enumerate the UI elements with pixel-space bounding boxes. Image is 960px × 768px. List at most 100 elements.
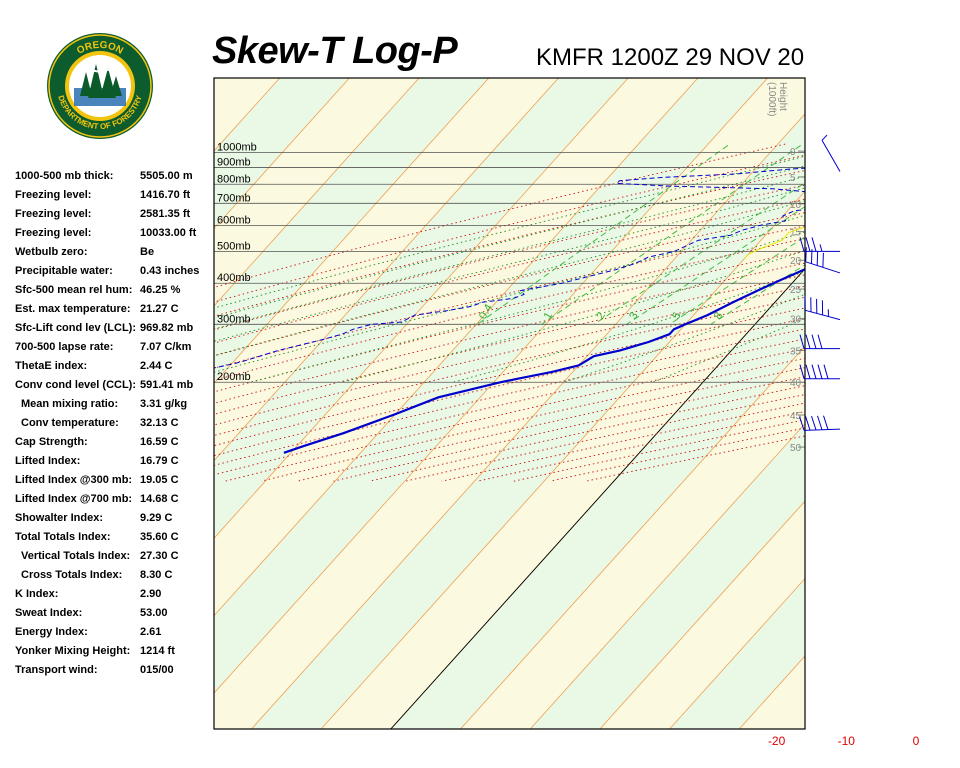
stat-value: 32.13 C	[140, 417, 179, 429]
mixing-ratio-label: 5	[670, 310, 683, 321]
stat-label: Vertical Totals Index:	[21, 550, 131, 562]
stat-label: Conv cond level (CCL):	[15, 379, 137, 391]
stat-label: Lifted Index:	[15, 455, 81, 467]
stat-label: Total Totals Index:	[15, 531, 111, 543]
pressure-label: 700mb	[217, 192, 251, 204]
stat-label: Energy Index:	[15, 626, 88, 638]
wind-barb	[821, 134, 841, 172]
moist-adiabats	[214, 155, 805, 383]
stat-value: 969.82 mb	[140, 322, 194, 334]
stat-value: 21.27 C	[140, 303, 179, 315]
mixing-ratio-line	[669, 236, 805, 325]
temperature-band	[0, 58, 228, 749]
mixing-ratio-line	[626, 206, 805, 325]
stat-value: 5505.00 m	[140, 170, 193, 182]
height-label: 20	[790, 256, 802, 267]
x-axis: -20-1001020304050	[768, 734, 920, 748]
temperature-profile	[283, 268, 805, 454]
stat-row: Freezing level: 10033.00 ft	[15, 224, 215, 243]
stat-row: ThetaE index: 2.44 C	[15, 357, 215, 376]
x-tick-label: 0	[913, 734, 920, 748]
stat-row: Conv temperature: 32.13 C	[15, 414, 215, 433]
mixing-ratio-line	[593, 182, 805, 325]
mixing-ratio-label: 3	[627, 310, 640, 321]
stat-value: 14.68 C	[140, 493, 179, 505]
isotherm	[214, 78, 560, 462]
stat-value: 27.30 C	[140, 550, 179, 562]
pressure-label: 500mb	[217, 240, 251, 252]
moist-adiabat	[214, 175, 805, 330]
wind-barb	[804, 295, 841, 321]
parcel-profile	[744, 226, 805, 260]
mixing-ratio-label: 2	[594, 310, 607, 321]
stat-label: Cap Strength:	[15, 436, 88, 448]
stat-row: 700-500 lapse rate: 7.07 C/km	[15, 338, 215, 357]
stat-label: 700-500 lapse rate:	[15, 341, 114, 353]
stat-label: Sfc-500 mean rel hum:	[15, 284, 133, 296]
stat-value: 2581.35 ft	[140, 208, 191, 220]
stat-row: Sweat Index: 53.00	[15, 604, 215, 623]
mixing-ratio-line	[477, 145, 729, 325]
pressure-label: 900mb	[217, 156, 251, 168]
height-label: 0	[790, 147, 796, 158]
stat-row: Energy Index: 2.61	[15, 623, 215, 642]
stat-row: Sfc-500 mean rel hum: 46.25 %	[15, 281, 215, 300]
isotherm	[599, 500, 805, 729]
isotherm	[214, 78, 490, 384]
pressure-label: 400mb	[217, 272, 251, 284]
x-tick-label: -20	[768, 734, 786, 748]
logo-top-text: OREGON	[75, 40, 125, 57]
isotherm	[320, 190, 805, 729]
stat-value: 0.43 inches	[140, 265, 200, 277]
sounding-profiles	[214, 167, 805, 454]
stat-label: Conv temperature:	[21, 417, 119, 429]
height-axis-title: Height(1000ft)	[766, 82, 788, 116]
stat-row: Lifted Index @300 mb: 19.05 C	[15, 471, 215, 490]
height-label: 45	[790, 411, 802, 422]
plot-frame	[213, 77, 806, 730]
stat-label: Freezing level:	[15, 189, 92, 201]
stat-row: Sfc-Lift cond lev (LCL): 969.82 mb	[15, 319, 215, 338]
stat-label: Freezing level:	[15, 227, 92, 239]
height-label: 10	[790, 200, 802, 211]
stat-label: ThetaE index:	[15, 360, 88, 372]
height-label: 15	[790, 228, 802, 239]
stat-value: 2.44 C	[140, 360, 173, 372]
stat-value: 9.29 C	[140, 512, 173, 524]
stability-indices-panel: 1000-500 mb thick: 5505.00 m Freezing leve…	[15, 167, 215, 680]
pressure-label: 200mb	[217, 371, 251, 383]
stat-label: Sweat Index:	[15, 607, 83, 619]
stat-value: 8.30 C	[140, 569, 173, 581]
temperature-band	[0, 58, 89, 749]
temperature-band	[791, 58, 960, 749]
moist-adiabat	[214, 155, 805, 309]
dry-adiabat	[214, 296, 805, 436]
isotherm	[930, 58, 960, 749]
isobars: 200mb 300mb 400mb 500mb 600mb 700mb 800mb 900mb…	[214, 141, 805, 383]
height-label: 25	[790, 285, 802, 296]
station-time-title: KMFR 1200Z 29 NOV 20	[536, 44, 805, 71]
stat-row: Precipitable water: 0.43 inches	[15, 262, 215, 281]
isotherm	[0, 58, 228, 749]
stat-value: 46.25 %	[140, 284, 181, 296]
stat-row: Freezing level: 1416.70 ft	[15, 186, 215, 205]
isotherm	[861, 58, 960, 749]
stat-row: Transport wind: 015/00	[15, 661, 215, 680]
stat-value: 53.00	[140, 607, 168, 619]
stat-value: 3.31 g/kg	[140, 398, 188, 410]
mixing-ratio-label: 1	[542, 310, 555, 321]
stat-label: Lifted Index @300 mb:	[15, 474, 133, 486]
stat-label: Wetbulb zero:	[15, 246, 88, 258]
stat-label: Freezing level:	[15, 208, 92, 220]
stat-label: Est. max temperature:	[15, 303, 131, 315]
wind-barb	[799, 334, 840, 350]
dewpoint-profile	[214, 167, 805, 369]
stat-value: 19.05 C	[140, 474, 179, 486]
isotherm	[791, 58, 960, 749]
stat-value: 10033.00 ft	[140, 227, 197, 239]
wind-barb	[799, 415, 841, 431]
stat-label: Yonker Mixing Height:	[15, 645, 131, 657]
stat-label: Sfc-Lift cond lev (LCL):	[15, 322, 136, 334]
wind-barb	[805, 247, 841, 274]
